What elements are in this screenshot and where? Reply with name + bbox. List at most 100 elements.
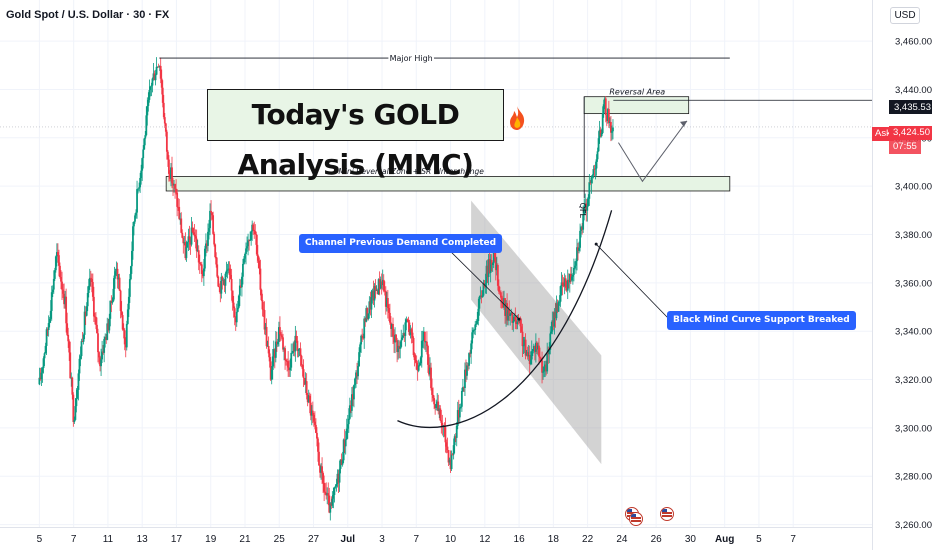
candle-body [67, 334, 70, 342]
candle-body [347, 418, 350, 425]
candle-body [337, 473, 340, 483]
candle-body [590, 177, 593, 184]
candle-body [212, 215, 215, 234]
candle-body [600, 132, 603, 137]
grid [0, 0, 872, 527]
candle-body [374, 286, 377, 291]
callout-curve-anchor [594, 242, 598, 246]
candle-body [303, 378, 306, 385]
candle-body [332, 494, 335, 499]
candle-body [441, 422, 444, 427]
candle-body [302, 369, 305, 379]
candle-body [386, 298, 389, 309]
candle-body [510, 312, 513, 314]
candle-body [191, 227, 194, 233]
candle-body [139, 177, 142, 188]
candle-body [452, 445, 455, 455]
time-tick-label: Aug [715, 534, 734, 545]
candle-body [438, 408, 441, 412]
candle-body [604, 98, 607, 116]
candle-body [267, 345, 270, 354]
candle-body [607, 109, 610, 124]
candle-body [367, 313, 370, 319]
candle-body [547, 353, 550, 355]
candle-body [180, 218, 183, 233]
candle-body [594, 168, 597, 170]
candle-body [520, 326, 523, 332]
level-price-tag: 3,435.53 [889, 100, 932, 114]
candle-body [255, 234, 258, 245]
candle-body [365, 308, 368, 322]
candle-body [568, 273, 571, 283]
currency-button[interactable]: USD [890, 7, 920, 24]
candle-body [313, 421, 316, 425]
candle-body [430, 367, 432, 389]
candle-body [209, 210, 211, 229]
candle-body [62, 289, 64, 294]
candle-body [217, 276, 220, 287]
candle-body [482, 282, 485, 296]
candle-body [206, 243, 208, 246]
candle-body [85, 306, 88, 316]
candle-body [259, 268, 262, 290]
candle-body [455, 425, 458, 438]
candle-body [394, 334, 396, 343]
candle-body [436, 401, 439, 404]
candle-body [477, 308, 480, 321]
callout-channel-anchor [517, 317, 521, 321]
candle-body [362, 336, 365, 339]
candle-body [358, 352, 360, 367]
candle-body [81, 341, 84, 342]
candle-body [222, 279, 225, 281]
time-tick-label: 19 [205, 534, 217, 545]
candle-body [461, 387, 464, 392]
candle-body [497, 285, 500, 292]
us-flag-event-icon[interactable] [660, 507, 674, 521]
candle-body [288, 367, 291, 371]
candle-body [349, 405, 352, 411]
candle-body [359, 344, 362, 353]
candle-body [366, 308, 369, 319]
candle-body [305, 381, 308, 395]
candle-body [516, 321, 519, 325]
candle-body [514, 316, 517, 321]
candle-body [275, 341, 278, 345]
candle-body [279, 327, 281, 335]
candle-body [69, 352, 72, 379]
candle-body [402, 332, 405, 338]
candle-body [44, 345, 47, 354]
candle-body [40, 372, 43, 380]
candle-body [153, 73, 156, 81]
candle-body [226, 269, 229, 271]
candle-body [248, 240, 250, 242]
candle-body [603, 98, 606, 105]
candle-body [409, 329, 412, 335]
candle-body [155, 66, 158, 75]
candle-body [552, 320, 555, 327]
candle-body [591, 175, 594, 178]
candle-body [550, 331, 553, 334]
candle-body [74, 406, 77, 420]
symbol-title[interactable]: Gold Spot / U.S. Dollar · 30 · FX [6, 9, 170, 21]
candle-body [220, 276, 223, 294]
candle-body [84, 311, 87, 316]
ask-price-tag: 3,424.50 [889, 126, 932, 140]
candle-body [539, 356, 541, 359]
candle-body [92, 296, 95, 317]
candle-body [179, 218, 182, 220]
us-flag-event-icon[interactable] [629, 512, 643, 526]
candle-body [567, 279, 570, 283]
candle-body [317, 438, 319, 452]
candle-body [290, 352, 293, 368]
candle-body [323, 482, 326, 492]
candle-body [80, 341, 83, 357]
candle-body [162, 102, 165, 118]
candle-body [413, 355, 416, 361]
candle-body [459, 406, 462, 408]
candle-body [330, 503, 333, 506]
candle-body [507, 310, 510, 321]
candle-body [193, 234, 196, 237]
candle-body [58, 255, 60, 266]
